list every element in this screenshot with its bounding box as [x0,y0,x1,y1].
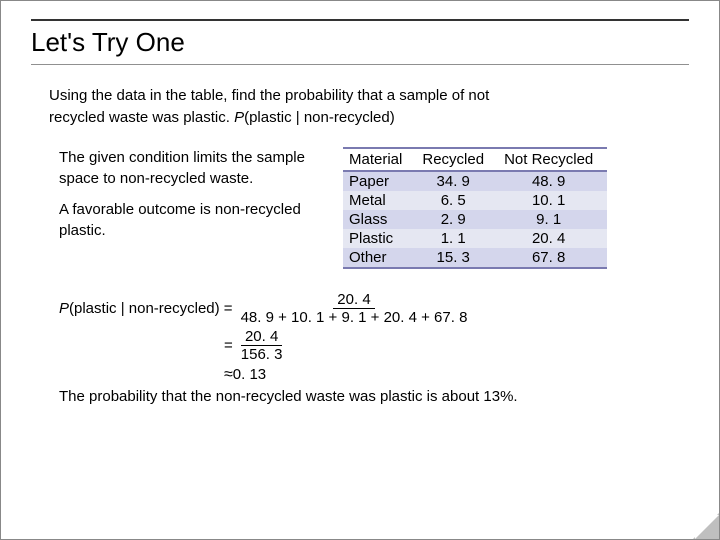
table-row: Paper 34. 9 48. 9 [343,171,607,191]
calc-frac-2-den: 156. 3 [237,346,287,363]
cell-recycled: 2. 9 [416,210,498,229]
cell-material: Other [343,248,416,268]
slide-title: Let's Try One [31,27,689,58]
calc-frac-1-num: 20. 4 [333,291,374,309]
table-row: Other 15. 3 67. 8 [343,248,607,268]
top-rule [31,19,689,21]
intro-line2a: recycled waste was plastic. [49,109,234,126]
cell-material: Paper [343,171,416,191]
calc-frac-2-num: 20. 4 [241,328,282,346]
calc-line-1: P (plastic | non-recycled) = 20. 4 48. 9… [59,291,689,327]
cell-not-recycled: 67. 8 [498,248,607,268]
cell-not-recycled: 48. 9 [498,171,607,191]
th-material: Material [343,148,416,171]
cell-material: Plastic [343,229,416,248]
cell-recycled: 15. 3 [416,248,498,268]
calc-line-2: = 20. 4 156. 3 [224,328,689,364]
conclusion-text: The probability that the non-recycled wa… [59,388,689,405]
table-row: Plastic 1. 1 20. 4 [343,229,607,248]
calc-frac-1: 20. 4 48. 9 + 10. 1 + 9. 1 + 20. 4 + 67.… [237,291,472,327]
intro-paragraph: Using the data in the table, find the pr… [49,85,679,129]
intro-P: P [234,109,244,126]
table-row: Metal 6. 5 10. 1 [343,191,607,210]
calc-P: P [59,300,69,317]
table-row: Glass 2. 9 9. 1 [343,210,607,229]
cell-material: Glass [343,210,416,229]
calc-eq2: = [224,337,233,354]
cell-recycled: 34. 9 [416,171,498,191]
cell-not-recycled: 20. 4 [498,229,607,248]
calculation-block: P (plastic | non-recycled) = 20. 4 48. 9… [59,291,689,384]
approx-symbol: ≈ [224,366,233,384]
title-underline [31,64,689,65]
explanation-p1: The given condition limits the sample sp… [59,147,329,189]
cell-not-recycled: 10. 1 [498,191,607,210]
explanation-p2: A favorable outcome is non-recycled plas… [59,199,329,241]
calc-lhs-rest: (plastic | non-recycled) = [69,300,233,317]
middle-row: The given condition limits the sample sp… [59,147,679,269]
th-not-recycled: Not Recycled [498,148,607,171]
cell-recycled: 6. 5 [416,191,498,210]
cell-recycled: 1. 1 [416,229,498,248]
intro-line1: Using the data in the table, find the pr… [49,87,489,104]
waste-table: Material Recycled Not Recycled Paper 34.… [343,147,607,269]
cell-material: Metal [343,191,416,210]
calc-line-3: ≈ 0. 13 [224,366,689,384]
intro-line2c: (plastic | non-recycled) [244,109,395,126]
calc-frac-2: 20. 4 156. 3 [237,328,287,364]
page-curl-icon [693,513,719,539]
th-recycled: Recycled [416,148,498,171]
calc-frac-1-den: 48. 9 + 10. 1 + 9. 1 + 20. 4 + 67. 8 [237,309,472,326]
approx-value: 0. 13 [233,366,266,383]
explanation-left: The given condition limits the sample sp… [59,147,329,269]
table-header-row: Material Recycled Not Recycled [343,148,607,171]
cell-not-recycled: 9. 1 [498,210,607,229]
